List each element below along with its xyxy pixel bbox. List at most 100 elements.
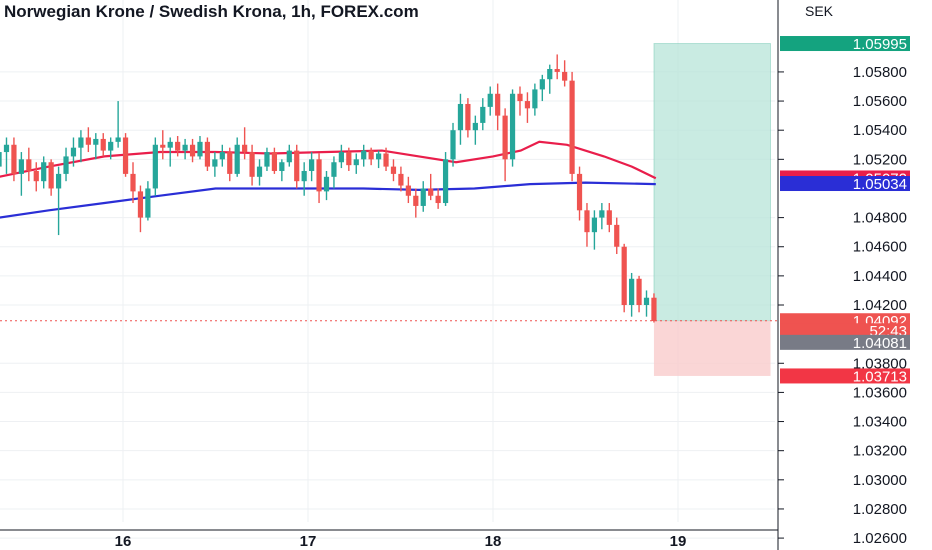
y-tick-label: 1.03000 xyxy=(853,472,907,489)
candle xyxy=(450,130,456,160)
candle xyxy=(3,144,10,153)
candle xyxy=(569,80,575,174)
candle xyxy=(599,210,605,218)
y-tick-label: 1.03200 xyxy=(853,443,907,460)
x-tick-label: 19 xyxy=(670,533,687,550)
candle xyxy=(413,195,419,206)
candle xyxy=(323,176,330,192)
candle xyxy=(442,159,449,204)
candle xyxy=(301,170,307,182)
candle xyxy=(33,170,39,182)
target-price-badge-label: 1.05995 xyxy=(853,36,907,53)
candle xyxy=(26,159,32,171)
y-tick-label: 1.03800 xyxy=(853,355,907,372)
candle xyxy=(197,141,203,157)
candle xyxy=(643,297,650,306)
y-tick-label: 1.04800 xyxy=(853,210,907,227)
candle xyxy=(242,144,248,153)
candle xyxy=(368,150,374,160)
stop-price-badge: 1.03713 xyxy=(780,368,910,385)
candle xyxy=(346,152,352,166)
y-tick-label: 1.04400 xyxy=(853,268,907,285)
y-tick-label: 1.05200 xyxy=(853,151,907,168)
candle xyxy=(271,152,278,171)
candle xyxy=(547,69,553,80)
profit-zone xyxy=(653,43,772,322)
ma-slow-badge: 1.05034 xyxy=(780,176,910,193)
candle xyxy=(524,101,531,109)
candle xyxy=(93,138,99,145)
candle xyxy=(636,278,642,306)
candle xyxy=(175,141,181,151)
candle xyxy=(390,166,397,174)
y-tick-label: 1.05400 xyxy=(853,122,907,139)
candle xyxy=(420,188,426,206)
ma-slow-badge-label: 1.05034 xyxy=(853,176,907,193)
ma-fast-line xyxy=(0,140,657,180)
candle xyxy=(405,185,411,196)
bid-price-badge: 1.04081 xyxy=(780,334,910,352)
candle xyxy=(160,144,166,148)
y-tick-label: 1.04200 xyxy=(853,297,907,314)
candle xyxy=(502,115,508,160)
candle xyxy=(108,141,114,151)
candle xyxy=(41,162,47,182)
candle xyxy=(63,156,69,174)
candle xyxy=(145,188,151,218)
bid-price-badge-bg xyxy=(780,334,910,350)
candle xyxy=(606,210,612,225)
chart-title: Norwegian Krone / Swedish Krona, 1h, FOR… xyxy=(4,2,419,21)
candle xyxy=(48,162,54,189)
candle xyxy=(286,150,292,163)
candle xyxy=(55,173,62,189)
candle xyxy=(294,150,300,182)
candle xyxy=(532,89,538,109)
countdown-badge-bg xyxy=(780,323,910,339)
candle xyxy=(70,147,77,157)
candle xyxy=(621,246,627,306)
target-price-badge: 1.05995 xyxy=(780,36,910,53)
position-zones xyxy=(0,43,778,376)
candle xyxy=(509,93,516,160)
ma-slow-line xyxy=(0,181,656,219)
candle xyxy=(152,144,158,189)
candle xyxy=(234,144,240,174)
loss-zone xyxy=(653,320,771,376)
x-tick-label: 17 xyxy=(300,533,317,550)
y-tick-label: 1.05600 xyxy=(853,93,907,110)
y-tick-label: 1.03400 xyxy=(853,414,907,431)
candle xyxy=(309,159,315,171)
candle xyxy=(495,93,501,116)
candle xyxy=(539,79,545,90)
candle xyxy=(85,137,91,145)
candle xyxy=(227,152,233,174)
y-tick-label: 1.04600 xyxy=(853,239,907,256)
candle xyxy=(562,71,568,81)
target-price-badge-bg xyxy=(780,36,910,52)
candle xyxy=(18,159,24,174)
candle xyxy=(167,141,173,148)
candle xyxy=(614,224,620,247)
candle xyxy=(11,144,17,174)
candle xyxy=(517,93,523,102)
candle xyxy=(457,103,464,131)
axes: 1.05800 1.05600 1.05400 1.05200 1.04800 1.046… xyxy=(0,0,907,550)
candle xyxy=(651,297,657,322)
candle xyxy=(219,152,225,160)
x-tick-label: 18 xyxy=(485,533,502,550)
bid-price-badge-label: 1.04081 xyxy=(853,335,907,352)
candle xyxy=(0,152,2,167)
ma-slow-badge-bg xyxy=(780,176,910,192)
candle xyxy=(137,191,144,218)
candle xyxy=(256,166,263,177)
candle xyxy=(398,173,404,186)
moving-averages xyxy=(0,140,657,219)
candle xyxy=(212,159,218,167)
y-tick-label: 1.03600 xyxy=(853,384,907,401)
candle xyxy=(472,122,478,131)
candle xyxy=(204,141,211,167)
candle xyxy=(428,188,434,196)
candle xyxy=(487,93,493,107)
candles xyxy=(0,54,657,323)
